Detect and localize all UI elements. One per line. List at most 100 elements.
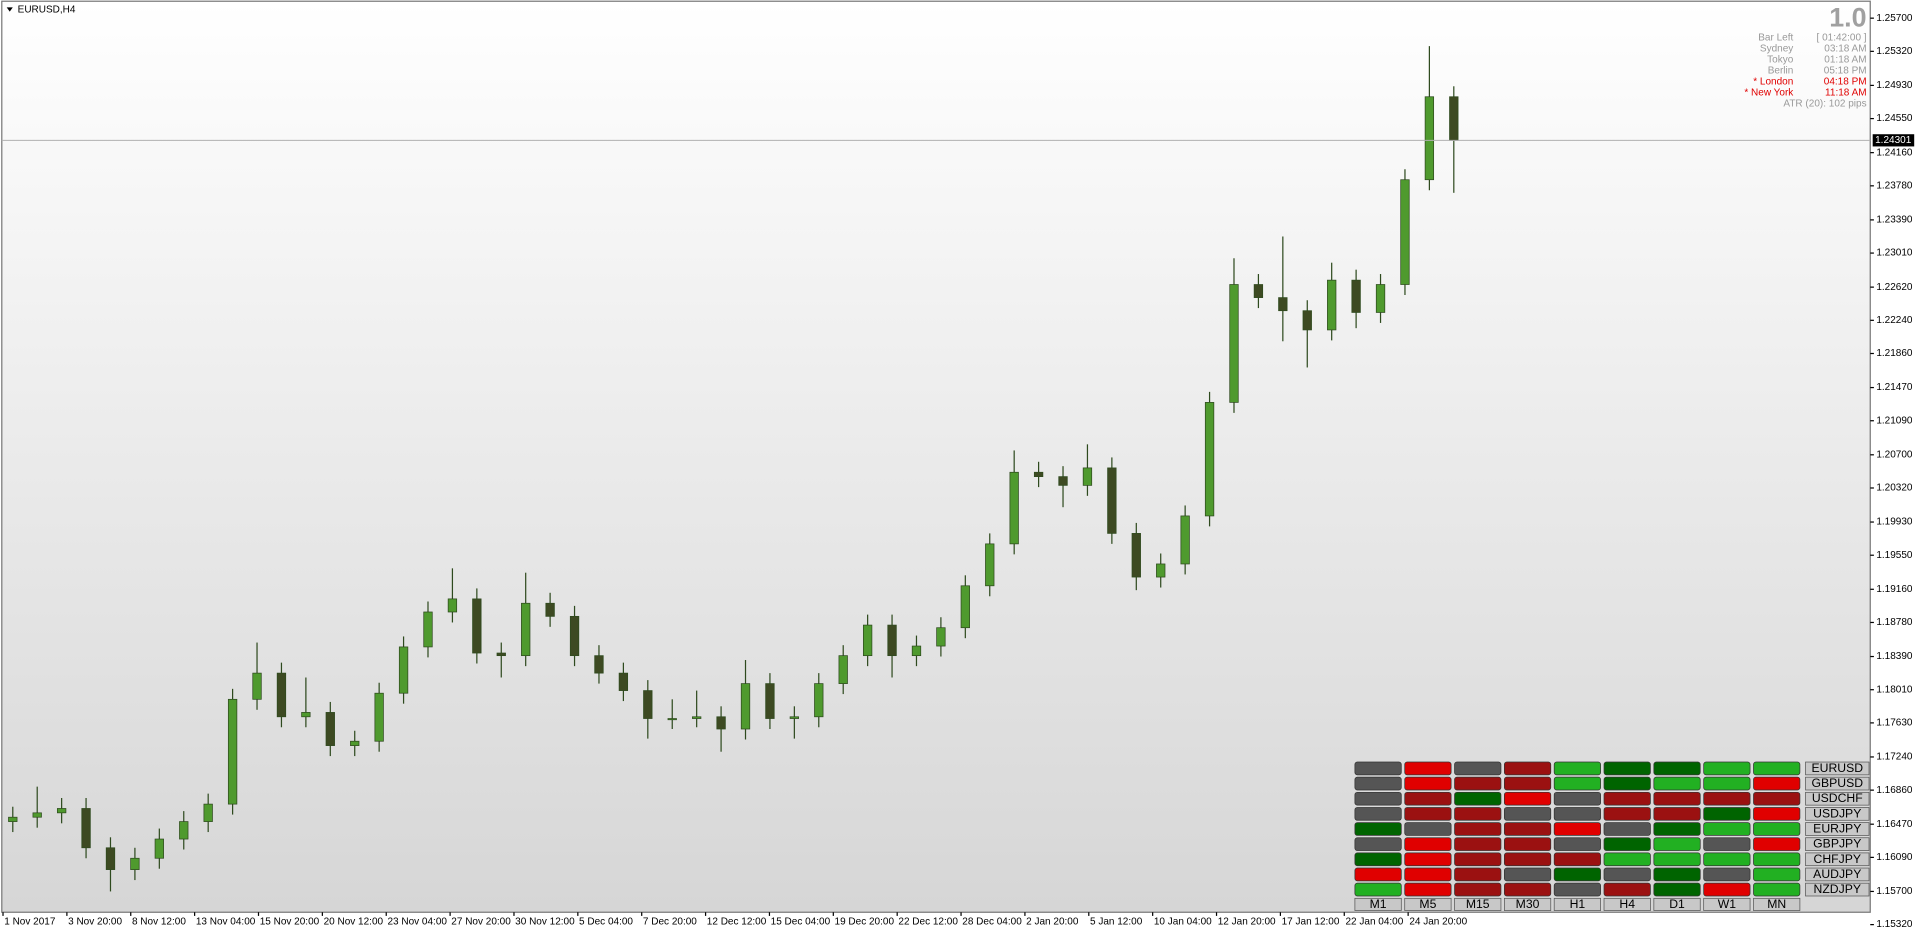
strength-cell bbox=[1703, 807, 1751, 821]
timeframe-box[interactable] bbox=[1354, 897, 1402, 911]
y-tick-label: 1.21860 bbox=[1876, 348, 1913, 359]
candle-body bbox=[1009, 471, 1019, 545]
candle-body bbox=[1400, 179, 1410, 285]
candle-body bbox=[1375, 284, 1386, 313]
candle-body bbox=[740, 683, 751, 730]
info-label: Sydney bbox=[1760, 43, 1793, 54]
candle-body bbox=[765, 683, 775, 719]
symbol-label: EURJPY bbox=[1813, 822, 1861, 836]
candle-body bbox=[130, 857, 140, 870]
strength-cell bbox=[1653, 791, 1701, 806]
candle-body bbox=[8, 816, 18, 822]
y-tick-label: 1.19930 bbox=[1876, 517, 1913, 528]
timeframe-box[interactable] bbox=[1603, 897, 1651, 911]
timeframe-box[interactable] bbox=[1404, 897, 1452, 911]
info-value: 01:18 AM bbox=[1824, 54, 1866, 65]
x-tick-label: 15 Dec 04:00 bbox=[771, 917, 831, 928]
menu-arrow[interactable] bbox=[6, 7, 13, 12]
strength-cell bbox=[1603, 822, 1651, 836]
strength-cell bbox=[1454, 852, 1502, 867]
chart-title: EURUSD,H4 bbox=[18, 4, 76, 15]
candle-body bbox=[398, 646, 409, 694]
info-value: 03:18 AM bbox=[1824, 43, 1866, 54]
strength-cell bbox=[1703, 761, 1751, 776]
symbol-box[interactable] bbox=[1805, 882, 1870, 897]
strength-cell bbox=[1354, 867, 1402, 882]
timeframe-box[interactable] bbox=[1553, 897, 1601, 911]
strength-cell bbox=[1504, 761, 1552, 776]
x-tick-label: 17 Jan 12:00 bbox=[1282, 917, 1340, 928]
info-value: 11:18 AM bbox=[1825, 87, 1867, 98]
timeframe-box[interactable] bbox=[1653, 897, 1701, 911]
strength-cell bbox=[1653, 867, 1701, 882]
timeframe-box[interactable] bbox=[1753, 897, 1801, 911]
candle-body bbox=[545, 602, 555, 617]
strength-cell bbox=[1553, 882, 1601, 897]
strength-cell bbox=[1703, 852, 1751, 867]
strength-cell bbox=[1653, 837, 1701, 851]
symbol-label: USDCHF bbox=[1812, 791, 1863, 805]
strength-cell bbox=[1504, 807, 1552, 821]
strength-cell bbox=[1753, 791, 1801, 806]
info-label: * New York bbox=[1744, 87, 1794, 98]
strength-cell bbox=[1753, 822, 1801, 836]
strength-cell bbox=[1354, 807, 1402, 821]
candle-body bbox=[1131, 533, 1141, 578]
candle-body bbox=[1107, 467, 1117, 534]
symbol-box[interactable] bbox=[1805, 867, 1870, 882]
candle-body bbox=[1180, 515, 1190, 565]
x-tick-label: 24 Jan 20:00 bbox=[1409, 917, 1467, 928]
strength-cell bbox=[1553, 822, 1601, 836]
strength-cell bbox=[1354, 852, 1402, 867]
timeframe-label: W1 bbox=[1718, 897, 1737, 911]
x-tick-label: 5 Jan 12:00 bbox=[1090, 917, 1143, 928]
symbol-box[interactable] bbox=[1805, 852, 1870, 867]
strength-cell bbox=[1653, 852, 1701, 867]
symbol-box[interactable] bbox=[1805, 822, 1870, 836]
strength-cell bbox=[1653, 822, 1701, 836]
info-label: Bar Left bbox=[1758, 32, 1793, 43]
symbol-box[interactable] bbox=[1805, 761, 1870, 776]
timeframe-box[interactable] bbox=[1454, 897, 1502, 911]
y-tick-label: 1.20700 bbox=[1876, 449, 1913, 460]
symbol-label: EURUSD bbox=[1812, 761, 1864, 775]
y-tick-label: 1.22620 bbox=[1876, 282, 1913, 293]
candle-body bbox=[1058, 476, 1068, 486]
y-tick-label: 1.22240 bbox=[1876, 315, 1913, 326]
strength-cell bbox=[1603, 776, 1651, 791]
symbol-box[interactable] bbox=[1805, 807, 1870, 821]
timeframe-label: H4 bbox=[1619, 897, 1635, 911]
x-tick-label: 10 Jan 04:00 bbox=[1154, 917, 1212, 928]
timeframe-label: D1 bbox=[1669, 897, 1685, 911]
symbol-box[interactable] bbox=[1805, 776, 1870, 791]
y-tick-label: 1.15320 bbox=[1876, 919, 1913, 930]
x-tick-label: 30 Nov 12:00 bbox=[515, 917, 575, 928]
strength-cell bbox=[1553, 776, 1601, 791]
timeframe-label: M5 bbox=[1419, 897, 1436, 911]
x-tick-label: 20 Nov 12:00 bbox=[324, 917, 384, 928]
strength-cell bbox=[1404, 776, 1452, 791]
strength-cell bbox=[1354, 822, 1402, 836]
x-tick-label: 7 Dec 20:00 bbox=[643, 917, 697, 928]
symbol-box[interactable] bbox=[1805, 837, 1870, 851]
y-tick-label: 1.21090 bbox=[1876, 415, 1913, 426]
strength-cell bbox=[1504, 776, 1552, 791]
timeframe-box[interactable] bbox=[1504, 897, 1552, 911]
strength-cell bbox=[1504, 837, 1552, 851]
strength-cell bbox=[1603, 852, 1651, 867]
candle-body bbox=[1449, 96, 1459, 141]
y-tick-label: 1.19160 bbox=[1876, 584, 1913, 595]
timeframe-label: M1 bbox=[1370, 897, 1387, 911]
y-tick-label: 1.16470 bbox=[1876, 819, 1913, 830]
candle-body bbox=[521, 602, 531, 657]
timeframe-box[interactable] bbox=[1703, 897, 1751, 911]
candle-body bbox=[154, 838, 164, 859]
x-tick-label: 22 Dec 12:00 bbox=[898, 917, 958, 928]
y-tick-label: 1.23010 bbox=[1876, 248, 1913, 259]
x-tick-label: 13 Nov 04:00 bbox=[196, 917, 256, 928]
y-tick-label: 1.25700 bbox=[1876, 13, 1913, 24]
symbol-box[interactable] bbox=[1805, 791, 1870, 806]
candle-body bbox=[496, 652, 506, 657]
x-tick-label: 15 Nov 20:00 bbox=[260, 917, 320, 928]
